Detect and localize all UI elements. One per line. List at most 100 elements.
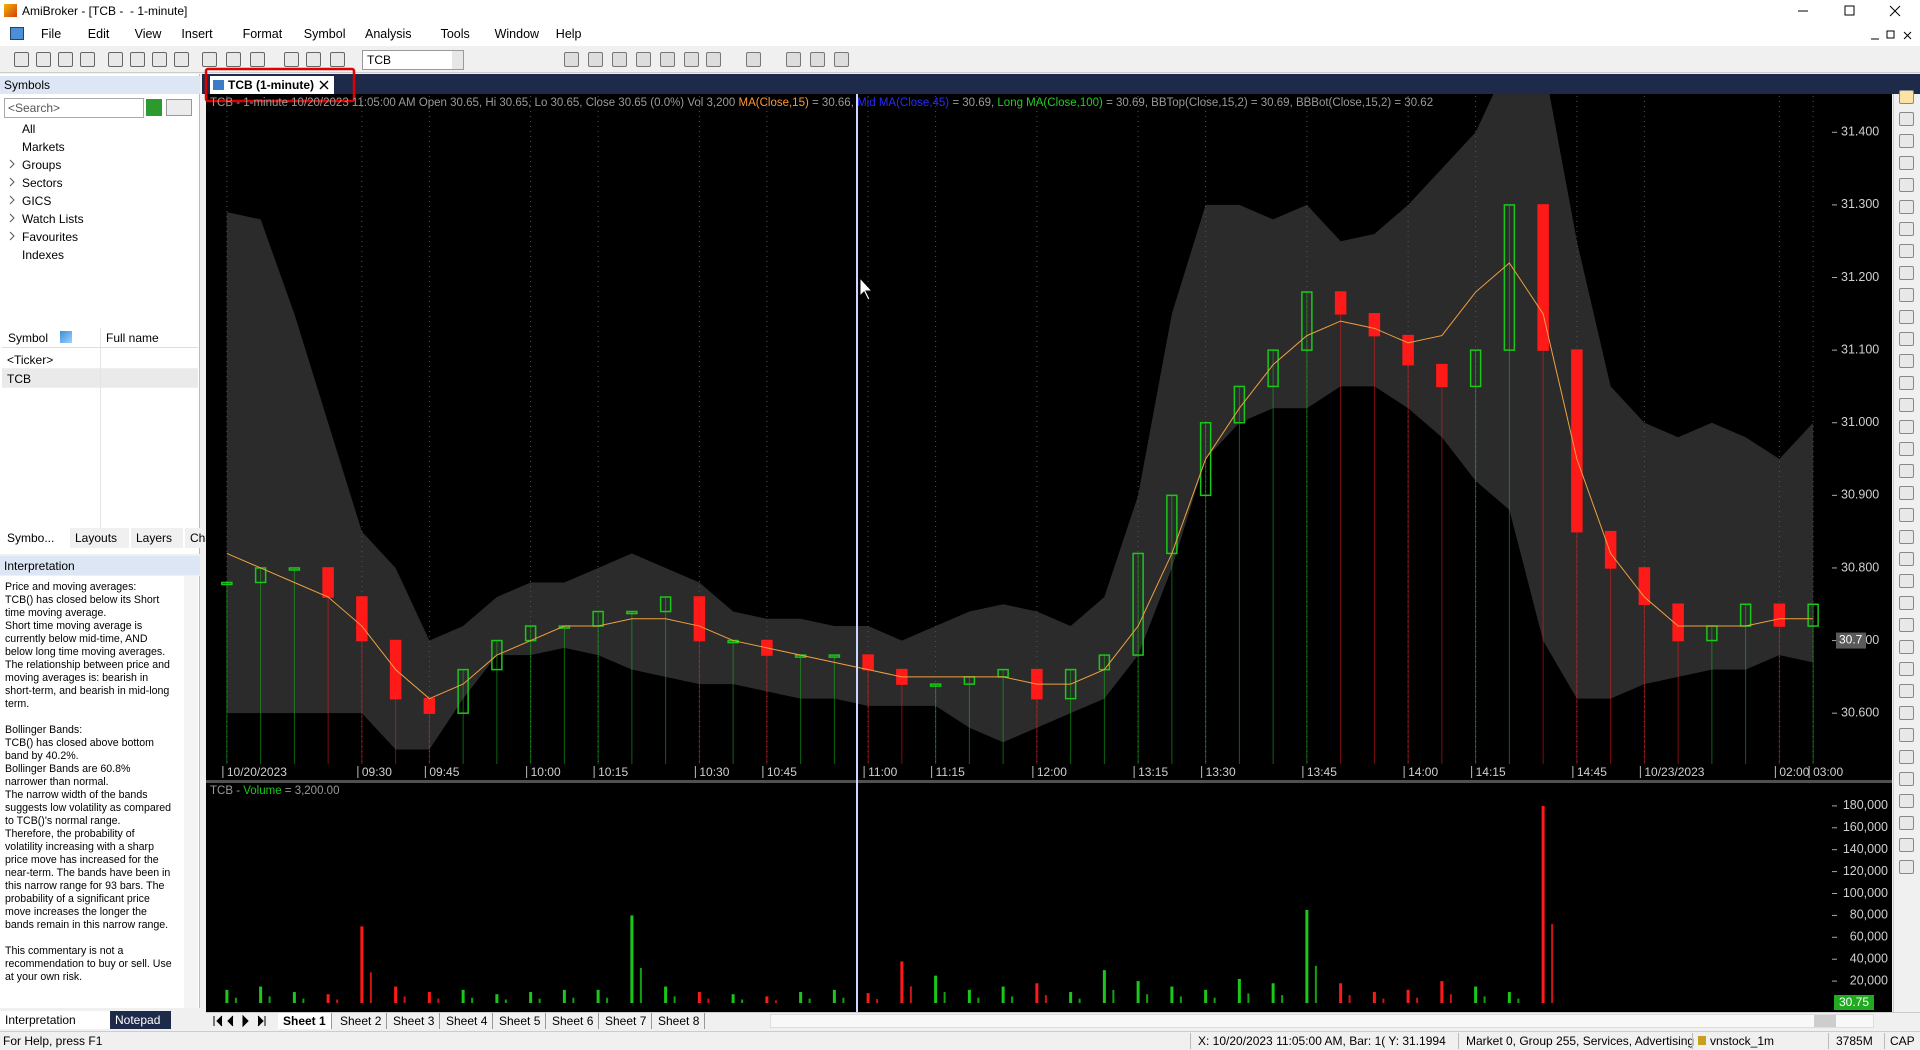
draw-tool[interactable] <box>1899 640 1914 654</box>
chart-tab[interactable]: TCB (1-minute) <box>210 76 334 94</box>
draw-tool[interactable] <box>1899 706 1914 720</box>
draw-tool[interactable] <box>1899 266 1914 280</box>
sheet-nav[interactable] <box>256 1014 268 1028</box>
draw-tool[interactable] <box>1899 310 1914 324</box>
panel-tab[interactable]: Symbo... <box>2 528 68 548</box>
toolbar-button[interactable] <box>612 52 627 67</box>
toolbar-button[interactable] <box>564 52 579 67</box>
draw-tool[interactable] <box>1899 112 1914 126</box>
sheet-tab[interactable]: Sheet 1 <box>278 1013 332 1029</box>
toolbar-button[interactable] <box>834 52 849 67</box>
draw-tool[interactable] <box>1899 288 1914 302</box>
toolbar-button[interactable] <box>80 52 95 67</box>
sheet-nav[interactable] <box>212 1014 224 1028</box>
draw-tool[interactable] <box>1899 794 1914 808</box>
toolbar-button[interactable] <box>14 52 29 67</box>
draw-tool[interactable] <box>1899 662 1914 676</box>
menu-item[interactable]: File <box>41 27 62 41</box>
toolbar-button[interactable] <box>330 52 345 67</box>
tree-item[interactable]: GICS <box>22 194 52 208</box>
tree-item[interactable]: Indexes <box>22 248 65 262</box>
toolbar-button[interactable] <box>36 52 51 67</box>
toolbar-button[interactable] <box>588 52 603 67</box>
sheet-tab[interactable]: Sheet 2 <box>335 1013 388 1029</box>
menu-item[interactable]: Help <box>555 27 582 41</box>
toolbar-button[interactable] <box>706 52 721 67</box>
draw-tool[interactable] <box>1899 486 1914 500</box>
list-button[interactable] <box>166 99 192 116</box>
mdi-button[interactable] <box>1902 28 1916 42</box>
menu-item[interactable]: View <box>134 27 162 41</box>
window-close-button[interactable] <box>1872 0 1918 22</box>
sheet-nav[interactable] <box>226 1014 238 1028</box>
menu-item[interactable]: Analysis <box>365 27 412 41</box>
draw-tool[interactable] <box>1899 552 1914 566</box>
draw-tool[interactable] <box>1899 420 1914 434</box>
draw-tool[interactable] <box>1899 134 1914 148</box>
draw-tool[interactable] <box>1899 508 1914 522</box>
tree-item[interactable]: Watch Lists <box>22 212 84 226</box>
toolbar-button[interactable] <box>108 52 123 67</box>
toolbar-button[interactable] <box>660 52 675 67</box>
toolbar-button[interactable] <box>58 52 73 67</box>
go-button[interactable] <box>146 99 162 116</box>
mdi-button[interactable] <box>1885 28 1899 42</box>
menu-item[interactable]: Symbol <box>303 27 346 41</box>
sheet-tab[interactable]: Sheet 3 <box>388 1013 441 1029</box>
draw-tool[interactable] <box>1899 618 1914 632</box>
draw-tool[interactable] <box>1899 90 1914 104</box>
sheet-tab[interactable]: Sheet 6 <box>547 1013 600 1029</box>
tab-close[interactable] <box>318 78 332 92</box>
tree-item[interactable]: Favourites <box>22 230 79 244</box>
draw-tool[interactable] <box>1899 200 1914 214</box>
panel-tab[interactable]: Layers <box>131 528 183 548</box>
search-box[interactable]: <Search> <box>4 98 144 118</box>
tree-item[interactable]: Sectors <box>22 176 63 190</box>
draw-tool[interactable] <box>1899 816 1914 830</box>
toolbar-button[interactable] <box>174 52 189 67</box>
toolbar-button[interactable] <box>226 52 241 67</box>
draw-tool[interactable] <box>1899 684 1914 698</box>
menu-item[interactable]: Format <box>242 27 283 41</box>
draw-tool[interactable] <box>1899 222 1914 236</box>
window-min-button[interactable] <box>1780 0 1826 22</box>
menu-item[interactable]: Tools <box>440 27 470 41</box>
draw-tool[interactable] <box>1899 354 1914 368</box>
draw-tool[interactable] <box>1899 464 1914 478</box>
draw-tool[interactable] <box>1899 376 1914 390</box>
toolbar-button[interactable] <box>684 52 699 67</box>
draw-tool[interactable] <box>1899 178 1914 192</box>
toolbar-button[interactable] <box>636 52 651 67</box>
hscroll-thumb[interactable] <box>1814 1015 1836 1027</box>
mdi-button[interactable] <box>1868 28 1882 42</box>
tree-item[interactable]: All <box>22 122 36 136</box>
sheet-tab[interactable]: Sheet 4 <box>441 1013 494 1029</box>
toolbar-button[interactable] <box>250 52 265 67</box>
draw-tool[interactable] <box>1899 596 1914 610</box>
draw-tool[interactable] <box>1899 838 1914 852</box>
toolbar-button[interactable] <box>152 52 167 67</box>
draw-tool[interactable] <box>1899 772 1914 786</box>
menu-item[interactable]: Insert <box>181 27 213 41</box>
draw-tool[interactable] <box>1899 332 1914 346</box>
panel-tab[interactable]: Notepad <box>110 1011 171 1029</box>
column-header[interactable]: Full name <box>106 331 159 345</box>
sheet-nav[interactable] <box>240 1014 252 1028</box>
window-max-button[interactable] <box>1826 0 1872 22</box>
tree-item[interactable]: Groups <box>22 158 62 172</box>
toolbar-button[interactable] <box>810 52 825 67</box>
sheet-tab[interactable]: Sheet 7 <box>600 1013 653 1029</box>
sheet-tab[interactable]: Sheet 8 <box>653 1013 706 1029</box>
tree-item[interactable]: Markets <box>22 140 65 154</box>
column-header[interactable]: Symbol <box>8 331 49 345</box>
panel-tab[interactable]: Interpretation <box>0 1011 110 1029</box>
toolbar-button[interactable] <box>202 52 217 67</box>
draw-tool[interactable] <box>1899 398 1914 412</box>
menu-item[interactable]: Window <box>494 27 540 41</box>
toolbar-button[interactable] <box>284 52 299 67</box>
draw-tool[interactable] <box>1899 530 1914 544</box>
draw-tool[interactable] <box>1899 860 1914 874</box>
draw-tool[interactable] <box>1899 728 1914 742</box>
draw-tool[interactable] <box>1899 442 1914 456</box>
draw-tool[interactable] <box>1899 574 1914 588</box>
